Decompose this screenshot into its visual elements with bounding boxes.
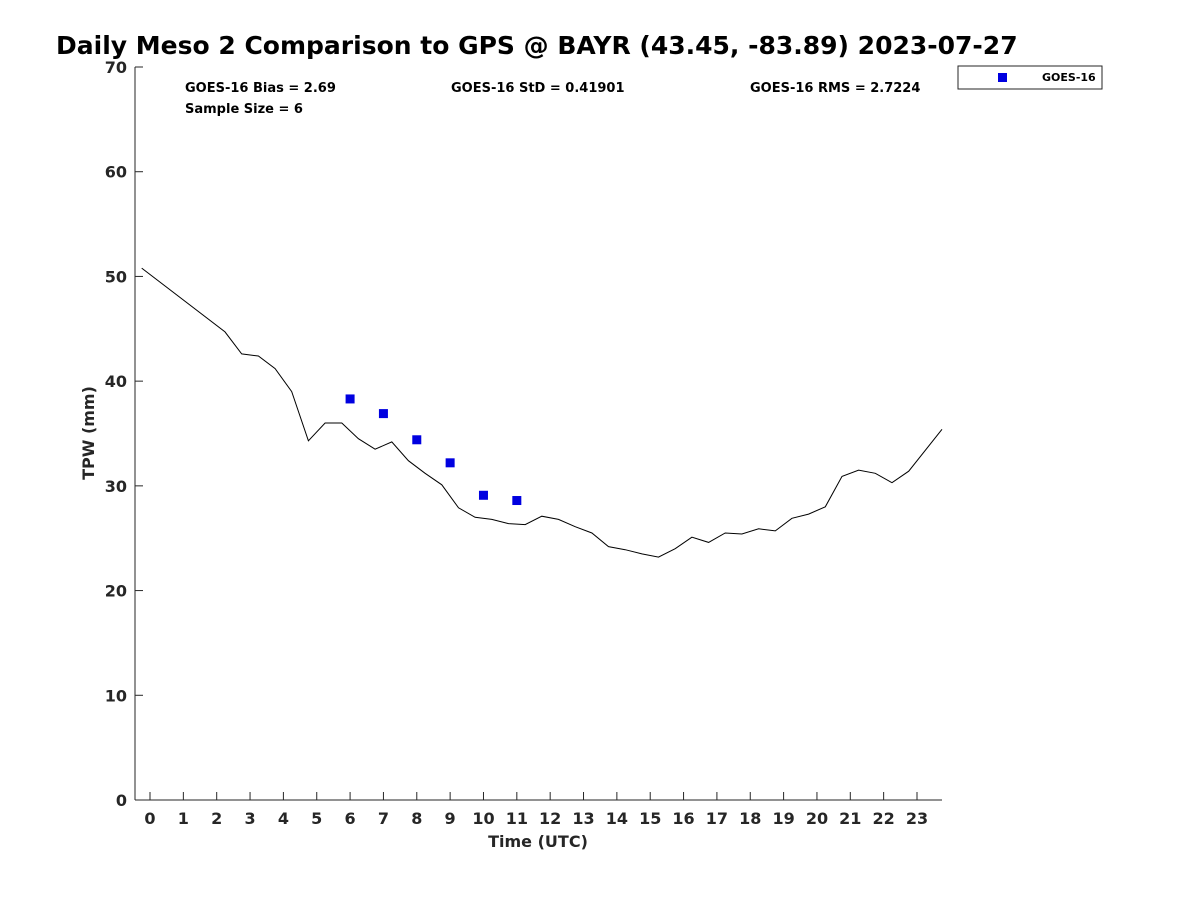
goes16-point	[378, 409, 388, 419]
goes16-point	[345, 394, 355, 404]
legend-label-goes16: GOES-16	[1042, 71, 1096, 84]
x-tick-label: 13	[572, 809, 594, 828]
goes16-point	[478, 490, 488, 500]
x-tick-label: 22	[873, 809, 895, 828]
x-tick-label: 16	[672, 809, 694, 828]
y-tick-label: 30	[105, 477, 127, 496]
x-tick-label: 14	[606, 809, 628, 828]
x-tick-label: 21	[839, 809, 861, 828]
x-tick-label: 10	[472, 809, 494, 828]
x-tick-label: 3	[244, 809, 255, 828]
legend: GOES-16	[957, 65, 1103, 90]
x-tick-label: 1	[178, 809, 189, 828]
gps-tpw-line	[141, 267, 943, 558]
x-tick-label: 8	[411, 809, 422, 828]
x-axis-label: Time (UTC)	[488, 832, 588, 851]
x-tick-label: 23	[906, 809, 928, 828]
x-tick-label: 17	[706, 809, 728, 828]
legend-box	[957, 65, 1103, 90]
series-layer	[141, 267, 943, 558]
x-tick-label: 6	[345, 809, 356, 828]
stats-box: GOES-16 Bias = 2.69 GOES-16 StD = 0.4190…	[185, 81, 920, 117]
chart-title: Daily Meso 2 Comparison to GPS @ BAYR (4…	[56, 31, 1018, 60]
x-axis-ticks: 0 1 2 3 4 5 6 7 8 9 10 11 12 13 14 15 16 17 18 19 20 21 22 23	[144, 792, 928, 828]
y-tick-label: 10	[105, 686, 127, 705]
x-tick-label: 2	[211, 809, 222, 828]
x-tick-label: 20	[806, 809, 828, 828]
y-axis-label: TPW (mm)	[79, 386, 98, 480]
x-tick-label: 19	[772, 809, 794, 828]
y-tick-label: 40	[105, 372, 127, 391]
y-axis-ticks: 0 10 20 30 40 50 60 70	[105, 58, 143, 810]
y-tick-label: 70	[105, 58, 127, 77]
stat-sample-size: Sample Size = 6	[185, 102, 303, 117]
legend-marker-goes16	[998, 73, 1007, 82]
y-tick-label: 60	[105, 163, 127, 182]
x-tick-label: 7	[378, 809, 389, 828]
x-tick-label: 5	[311, 809, 322, 828]
y-tick-label: 50	[105, 267, 127, 286]
stat-rms: GOES-16 RMS = 2.7224	[750, 81, 920, 96]
x-tick-label: 0	[144, 809, 155, 828]
y-tick-label: 20	[105, 582, 127, 601]
goes16-point	[412, 435, 422, 445]
goes16-point	[512, 496, 522, 506]
stat-std: GOES-16 StD = 0.41901	[451, 81, 625, 96]
stat-bias: GOES-16 Bias = 2.69	[185, 81, 336, 96]
x-tick-label: 4	[278, 809, 289, 828]
goes16-point	[445, 458, 455, 468]
x-tick-label: 12	[539, 809, 561, 828]
y-tick-label: 0	[116, 791, 127, 810]
x-tick-label: 11	[506, 809, 528, 828]
x-tick-label: 18	[739, 809, 761, 828]
x-tick-label: 9	[445, 809, 456, 828]
x-tick-label: 15	[639, 809, 661, 828]
